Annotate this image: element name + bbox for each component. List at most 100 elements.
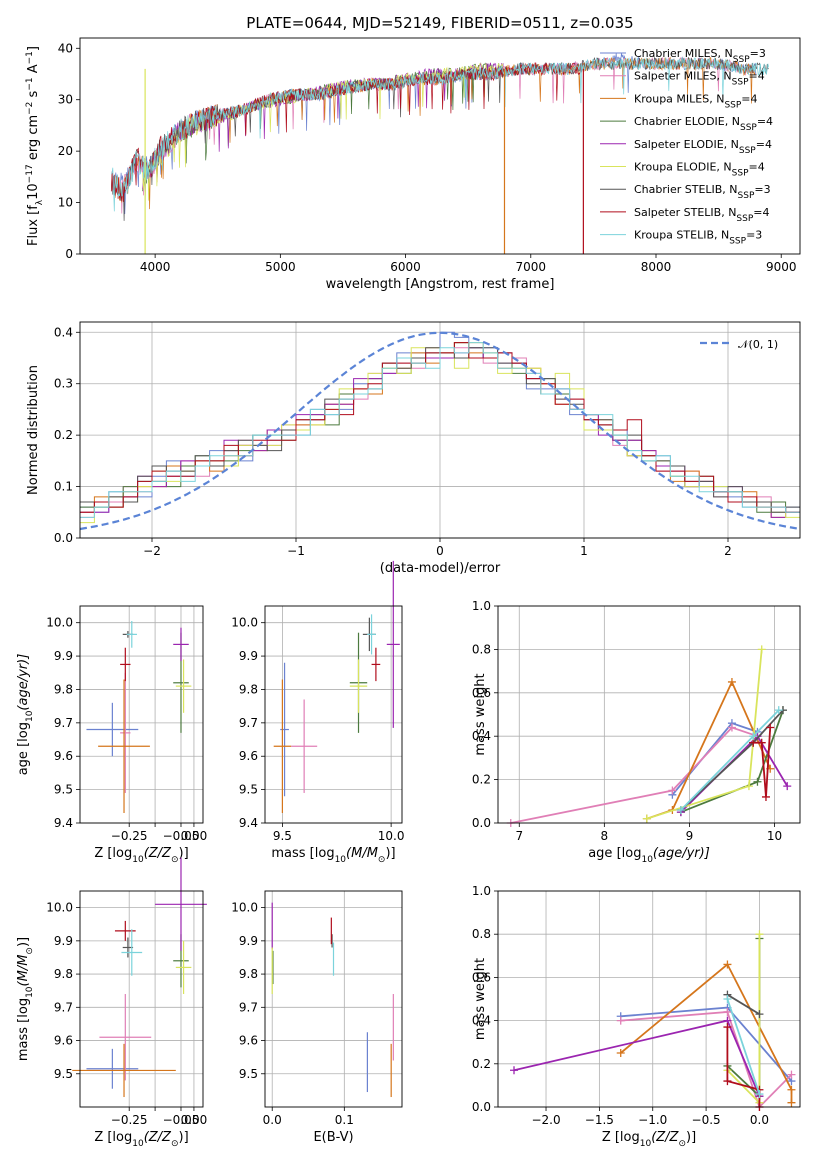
weight-vs-age-panel: 7 8 9 10 0.0 0.2 0.4 0.6 0.8 1.0 age [log10(age/yr… <box>472 599 801 865</box>
x-tick-label: 6000 <box>390 260 421 274</box>
y-tick-label: 9.7 <box>239 1000 258 1014</box>
y-axis-label: mass weight <box>473 673 488 755</box>
x-tick-label: −1.5 <box>585 1113 614 1127</box>
y-tick-label: 1.0 <box>472 884 491 898</box>
y-tick-label: 9.9 <box>239 934 258 948</box>
weight-marker <box>766 723 775 732</box>
spectrum-series-kroupa-stelib <box>110 57 770 212</box>
x-tick-label: −0.25 <box>111 1113 148 1127</box>
weight-marker <box>774 706 783 715</box>
y-tick-label: 9.9 <box>239 649 258 663</box>
y-tick-label: 0.8 <box>472 642 491 656</box>
legend-entry: Chabrier STELIB, NSSP=3 <box>634 183 771 201</box>
y-tick-label: 9.8 <box>54 967 73 981</box>
weight-marker <box>787 1085 796 1094</box>
weight-marker <box>749 732 758 741</box>
x-tick-label: −2.0 <box>531 1113 560 1127</box>
x-axis-label: Z [log10(Z/Z⊙)] <box>602 1130 696 1149</box>
y-axis-label: Normed distribution <box>26 365 41 495</box>
legend-entry: Kroupa ELODIE, NSSP=4 <box>634 161 765 179</box>
y-tick-label: 1.0 <box>472 599 491 613</box>
weight-line-kroupa-stelib <box>726 998 761 1095</box>
legend-entry: Salpeter ELODIE, NSSP=4 <box>634 138 772 156</box>
y-axis-label: Flux [fλ10−17 erg cm−2 s−1 A−1] <box>25 46 45 246</box>
y-tick-label: 0.0 <box>54 531 73 545</box>
mass-vs-EBV-panel: 0.0 0.1 9.5 9.6 9.7 9.8 9.9 10.0 E(B-V) <box>231 890 403 1145</box>
y-tick-label: 0.8 <box>472 927 491 941</box>
y-tick-label: 0.2 <box>54 428 73 442</box>
legend-entry: Salpeter MILES, NSSP=4 <box>634 70 765 88</box>
weight-line-salpeter-stelib <box>753 727 772 798</box>
y-tick-label: 9.6 <box>239 749 258 763</box>
x-axis-label: age [log10(age/yr)] <box>588 846 710 865</box>
weight-marker <box>676 805 685 814</box>
y-tick-label: 10.0 <box>46 616 73 630</box>
residuals-panel: −2 −1 0 1 2 0.0 0.1 0.2 0.3 0.4 (data-model)/error… <box>26 321 801 576</box>
x-axis-label: mass [log10(M/M⊙)] <box>271 846 395 865</box>
axes-frame <box>79 321 801 539</box>
x-tick-label: −0.05 <box>163 829 200 843</box>
x-tick-label: 8 <box>601 829 609 843</box>
x-tick-label: 5000 <box>265 260 296 274</box>
x-tick-label: 0.0 <box>750 1113 769 1127</box>
weight-marker <box>727 723 736 732</box>
weight-marker <box>755 1010 764 1019</box>
weight-marker <box>755 930 764 939</box>
y-tick-label: 0.6 <box>472 686 491 700</box>
y-tick-label: 0.4 <box>54 325 73 339</box>
legend-entry: Salpeter STELIB, NSSP=4 <box>634 206 770 224</box>
y-tick-label: 10 <box>58 196 73 210</box>
weight-marker <box>723 1007 732 1016</box>
y-tick-label: 20 <box>58 144 73 158</box>
x-tick-label: 9 <box>686 829 694 843</box>
y-tick-label: 9.8 <box>239 682 258 696</box>
y-tick-label: 9.6 <box>54 749 73 763</box>
x-tick-label: 1 <box>580 544 588 558</box>
spectrum-panel: 4000 5000 6000 7000 8000 9000 0 10 20 30 40 wavelen… <box>25 37 801 292</box>
y-tick-label: 9.5 <box>239 783 258 797</box>
y-tick-label: 0.0 <box>472 1100 491 1114</box>
axes-frame <box>497 890 801 1108</box>
axes-frame <box>79 890 204 1108</box>
histogram-kroupa-stelib <box>80 342 800 518</box>
x-tick-label: 7000 <box>516 260 547 274</box>
y-axis-label: mass weight <box>473 958 488 1040</box>
y-tick-label: 0.2 <box>472 773 491 787</box>
weight-marker <box>757 645 766 654</box>
axes-frame <box>497 605 801 824</box>
x-tick-label: 9.5 <box>273 829 292 843</box>
x-tick-label: 2 <box>724 544 732 558</box>
weight-marker <box>757 738 766 747</box>
y-tick-label: 0 <box>65 247 73 261</box>
axes-frame <box>264 890 403 1108</box>
y-tick-label: 0.0 <box>472 816 491 830</box>
y-axis-label: age [log10(age/yr)] <box>16 654 35 776</box>
x-tick-label: 0 <box>436 544 444 558</box>
weight-marker <box>727 677 736 686</box>
y-tick-label: 0.2 <box>472 1057 491 1071</box>
mass-vs-Z-panel: −0.25 −0.050.00 9.5 9.6 9.7 9.8 9.9 10.0 Z [log1… <box>16 857 208 1149</box>
weight-marker <box>787 1070 796 1079</box>
x-tick-label: 0.0 <box>263 1113 282 1127</box>
weight-marker <box>510 1066 519 1075</box>
y-tick-label: 9.7 <box>54 1000 73 1014</box>
x-tick-label: 10 <box>767 829 782 843</box>
y-tick-label: 30 <box>58 93 73 107</box>
panels-group: 4000 5000 6000 7000 8000 9000010203040wavelen… <box>16 37 801 1149</box>
x-tick-label: 0.1 <box>335 1113 354 1127</box>
y-tick-label: 0.3 <box>54 377 73 391</box>
y-tick-label: 9.5 <box>54 783 73 797</box>
x-tick-label: 9000 <box>766 260 797 274</box>
weight-marker <box>723 1023 732 1032</box>
x-tick-label: 0.00 <box>181 1113 208 1127</box>
y-tick-label: 9.4 <box>54 816 73 830</box>
axes-frame <box>264 605 403 824</box>
y-tick-label: 9.6 <box>54 1034 73 1048</box>
normal-curve <box>80 331 800 531</box>
residual-histograms <box>80 331 800 531</box>
figure-title: PLATE=0644, MJD=52149, FIBERID=0511, z=0… <box>246 14 633 32</box>
weight-marker <box>787 1098 796 1107</box>
axes-frame <box>79 37 801 255</box>
